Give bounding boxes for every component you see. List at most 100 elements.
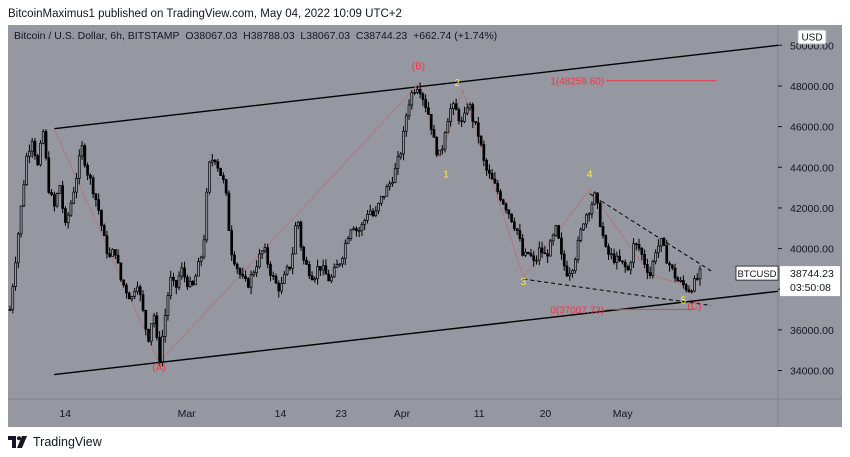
candle-body bbox=[222, 175, 225, 180]
wave-label: (A) bbox=[152, 363, 165, 374]
candle-body bbox=[682, 280, 685, 286]
candle-body bbox=[288, 266, 292, 269]
candle-body bbox=[524, 251, 527, 256]
candle-body bbox=[44, 131, 48, 159]
candle-body bbox=[227, 192, 231, 231]
candle-body bbox=[94, 193, 98, 200]
candle-body bbox=[590, 203, 594, 215]
candle-body bbox=[219, 167, 222, 176]
candle-body bbox=[629, 262, 633, 271]
x-tick-label: 14 bbox=[275, 408, 287, 420]
publish-header: BitcoinMaximus1 published on TradingView… bbox=[8, 8, 402, 20]
candle-body bbox=[576, 240, 580, 260]
price-tag-countdown: 03:50:08 bbox=[790, 282, 831, 294]
candle-body bbox=[510, 213, 513, 223]
candle-body bbox=[504, 203, 508, 211]
y-tick-label: 34000.00 bbox=[790, 366, 834, 378]
candle-body bbox=[233, 254, 236, 265]
candle-body bbox=[554, 225, 558, 236]
candle-body bbox=[155, 315, 159, 338]
candle-body bbox=[22, 184, 26, 207]
candle-body bbox=[388, 183, 391, 187]
candle-body bbox=[540, 247, 544, 254]
candle-body bbox=[39, 142, 42, 166]
candle-body bbox=[562, 253, 566, 267]
candle-body bbox=[424, 99, 428, 109]
candle-body bbox=[238, 268, 242, 275]
wedge-lower-line[interactable] bbox=[523, 278, 712, 306]
candle-body bbox=[149, 323, 153, 342]
candle-body bbox=[690, 290, 694, 293]
candle-body bbox=[385, 186, 389, 197]
tradingview-footer: TradingView bbox=[8, 432, 102, 452]
currency-button-label[interactable]: USD bbox=[801, 33, 822, 44]
candle-body bbox=[601, 226, 605, 236]
candle-body bbox=[188, 280, 192, 288]
candle-body bbox=[282, 273, 286, 284]
tradingview-brand: TradingView bbox=[33, 435, 102, 449]
candle-body bbox=[440, 148, 444, 151]
candle-body bbox=[55, 193, 59, 207]
chart-area[interactable]: 34000.0036000.0038000.0040000.0042000.00… bbox=[8, 25, 842, 427]
lower-channel-line[interactable] bbox=[54, 290, 779, 376]
candle-body bbox=[216, 161, 220, 169]
candle-body bbox=[285, 266, 289, 275]
candle-body bbox=[537, 247, 541, 261]
candle-body bbox=[557, 225, 561, 239]
candle-body bbox=[69, 202, 73, 216]
x-tick-label: Mar bbox=[178, 408, 197, 420]
candle-body bbox=[83, 145, 87, 166]
candle-body bbox=[399, 153, 403, 158]
btc-chart[interactable]: 34000.0036000.0038000.0040000.0042000.00… bbox=[8, 25, 842, 427]
candle-body bbox=[310, 275, 314, 281]
elliott-wave-path bbox=[53, 82, 695, 364]
candle-body bbox=[404, 115, 408, 132]
candle-body bbox=[30, 140, 34, 152]
y-tick-label: 42000.00 bbox=[790, 203, 834, 215]
candle-body bbox=[410, 92, 414, 106]
candle-body bbox=[391, 182, 394, 185]
wedge-upper-line[interactable] bbox=[589, 193, 712, 272]
candle-body bbox=[332, 267, 336, 278]
candle-body bbox=[274, 275, 278, 284]
candle-body bbox=[210, 159, 214, 163]
candle-body bbox=[549, 240, 552, 257]
candle-body bbox=[377, 202, 380, 212]
y-tick-label: 40000.00 bbox=[790, 244, 834, 256]
candle-body bbox=[144, 309, 148, 330]
candle-body bbox=[172, 276, 175, 281]
candle-body bbox=[457, 109, 461, 122]
candle-body bbox=[130, 295, 134, 300]
candle-body bbox=[659, 237, 663, 247]
candle-body bbox=[271, 275, 275, 277]
price-tag bbox=[780, 266, 840, 297]
candle-body bbox=[263, 247, 267, 252]
currency-button[interactable] bbox=[797, 29, 827, 45]
candle-body bbox=[77, 155, 81, 179]
candle-body bbox=[249, 274, 253, 288]
candle-body bbox=[476, 122, 480, 137]
candle-body bbox=[208, 161, 211, 193]
candle-body bbox=[571, 270, 574, 274]
candle-body bbox=[512, 221, 516, 230]
candle-body bbox=[66, 214, 70, 224]
candle-body bbox=[413, 92, 416, 94]
candle-body bbox=[490, 173, 494, 180]
symbol-tag bbox=[735, 265, 779, 281]
candle-body bbox=[25, 155, 28, 186]
candle-body bbox=[75, 177, 78, 193]
price-scale-background bbox=[778, 25, 842, 399]
candle-body bbox=[670, 264, 674, 269]
candle-body bbox=[152, 315, 156, 325]
candle-body bbox=[352, 228, 355, 231]
candle-body bbox=[623, 261, 627, 268]
x-tick-label: Apr bbox=[394, 408, 411, 420]
wave-label: 2 bbox=[454, 78, 460, 89]
candle-body bbox=[97, 199, 101, 211]
tradingview-logo-icon bbox=[8, 436, 27, 448]
candle-body bbox=[127, 292, 131, 300]
candle-body bbox=[651, 261, 655, 276]
candle-body bbox=[438, 149, 441, 156]
candle-body bbox=[396, 156, 400, 169]
candle-body bbox=[316, 266, 319, 279]
